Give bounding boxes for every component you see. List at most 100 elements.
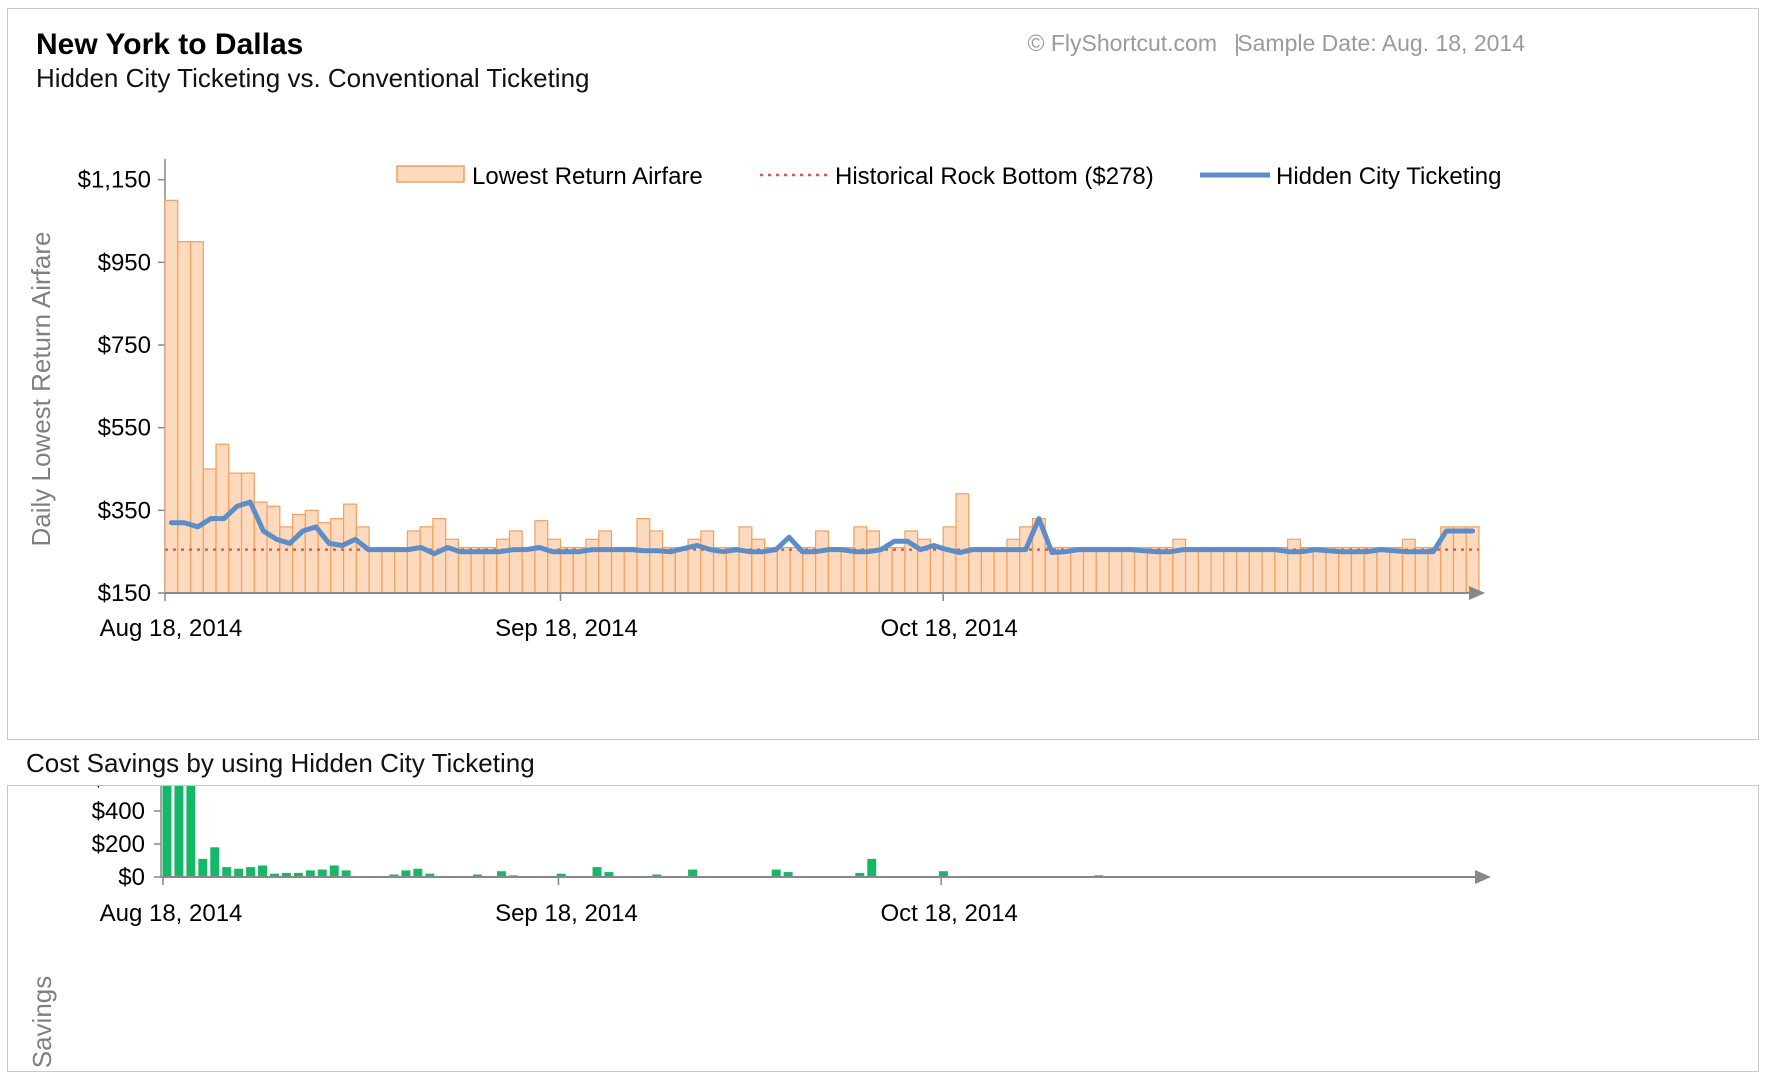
y-tick-label: $950 (98, 249, 151, 276)
savings-bar (592, 867, 602, 877)
airfare-bar (827, 546, 842, 594)
airfare-bar (1427, 546, 1442, 594)
airfare-bar (1108, 546, 1123, 594)
airfare-bar (177, 241, 192, 594)
savings-x-axis-arrow (1475, 870, 1491, 884)
airfare-bar (1274, 546, 1289, 594)
savings-bar (341, 870, 351, 877)
savings-bar (198, 858, 208, 877)
savings-bar (938, 871, 948, 877)
savings-bar (222, 867, 232, 877)
airfare-bar (189, 241, 204, 594)
airfare-chart: New York to Dallas Hidden City Ticketing… (26, 28, 1525, 642)
airfare-bar (700, 530, 715, 594)
savings-bar (867, 858, 877, 877)
airfare-bar (1082, 546, 1097, 594)
airfare-bar (457, 546, 472, 594)
airfare-bar (763, 546, 778, 594)
airfare-bar (240, 472, 255, 594)
airfare-bar (1121, 546, 1136, 594)
savings-y-tick-label: $400 (92, 798, 145, 825)
legend-line-label: Hidden City Ticketing (1276, 163, 1501, 190)
y-tick-label: $550 (98, 415, 151, 442)
airfare-bar (547, 538, 562, 594)
savings-heading: Cost Savings by using Hidden City Ticket… (26, 748, 535, 778)
airfare-bar (929, 546, 944, 594)
savings-bar (186, 786, 196, 877)
y-tick-label: $1,150 (78, 167, 151, 194)
savings-bar (413, 868, 423, 877)
savings-bar (317, 869, 327, 877)
airfare-bar (304, 509, 319, 594)
airfare-bar (1465, 526, 1480, 594)
airfare-bar (840, 546, 855, 594)
airfare-bar (1401, 538, 1416, 594)
airfare-bar (891, 546, 906, 594)
airfare-bar (1363, 546, 1378, 594)
savings-bar (270, 873, 279, 877)
legend-rock-label: Historical Rock Bottom ($278) (835, 163, 1154, 190)
y-tick-label: $350 (98, 497, 151, 524)
savings-bar (401, 870, 411, 877)
y-axis: $1,150 $950 $750 $550 $350 $150 (78, 159, 166, 607)
x-axis-arrow (1469, 586, 1485, 600)
airfare-bar (228, 472, 243, 594)
savings-bar (174, 786, 184, 877)
x-tick-label: Sep 18, 2014 (495, 615, 638, 642)
airfare-bar (661, 546, 676, 594)
savings-chart-panel: Savings $800$600$400$200$0 Aug 18, 2014S… (7, 785, 1759, 1072)
savings-x-tick-label: Oct 18, 2014 (880, 900, 1017, 927)
airfare-bar (1414, 546, 1429, 594)
airfare-bar (419, 526, 434, 594)
airfare-bar (1389, 546, 1404, 594)
savings-title: Cost Savings by using Hidden City Ticket… (26, 748, 535, 778)
savings-x-tick-label: Aug 18, 2014 (100, 900, 243, 927)
airfare-bar (789, 546, 804, 594)
airfare-bar (636, 518, 651, 594)
airfare-bar (674, 546, 689, 594)
savings-bar (258, 865, 268, 877)
y-axis-label: Daily Lowest Return Airfare (26, 231, 56, 546)
airfare-bar (1287, 538, 1301, 594)
airfare-bar (1184, 546, 1199, 594)
airfare-bar (1146, 546, 1161, 594)
savings-x-tick-label: Sep 18, 2014 (495, 900, 638, 927)
savings-bar (210, 847, 220, 877)
airfare-bar (968, 546, 983, 594)
airfare-bar (559, 546, 574, 594)
savings-bar (293, 872, 303, 877)
airfare-bar (712, 546, 727, 594)
airfare-bar (815, 530, 829, 594)
chart-title: New York to Dallas (36, 28, 303, 61)
airfare-bar (1159, 546, 1174, 594)
savings-y-axis: $800$600$400$200$0 (92, 786, 162, 891)
airfare-bar (483, 546, 498, 594)
savings-bar (281, 872, 291, 877)
savings-bar (783, 872, 793, 877)
savings-y-tick-label: $600 (92, 786, 145, 792)
airfare-bar (738, 526, 753, 594)
savings-bar (496, 871, 506, 877)
airfare-bar (470, 546, 485, 594)
savings-y-tick-label: $200 (92, 831, 145, 858)
savings-bar (162, 786, 172, 877)
airfare-bar (496, 538, 511, 594)
airfare-bar (725, 546, 740, 594)
airfare-bar (1210, 546, 1225, 594)
airfare-bar (1133, 546, 1148, 594)
airfare-bar (1376, 546, 1391, 594)
airfare-bar (368, 546, 383, 594)
airfare-bar (623, 546, 638, 594)
airfare-bar (508, 530, 523, 594)
source-credit: © FlyShortcut.com (1028, 30, 1218, 56)
x-tick-label: Oct 18, 2014 (880, 615, 1017, 642)
legend-bars-swatch (396, 165, 465, 183)
legend-bars-label: Lowest Return Airfare (472, 163, 703, 190)
airfare-bar (1197, 546, 1212, 594)
savings-bar (855, 872, 865, 877)
savings-bar (688, 869, 698, 877)
airfare-bar (610, 546, 625, 594)
airfare-bar (955, 493, 970, 594)
airfare-bar (1325, 546, 1340, 594)
savings-y-tick-label: $0 (118, 864, 145, 891)
